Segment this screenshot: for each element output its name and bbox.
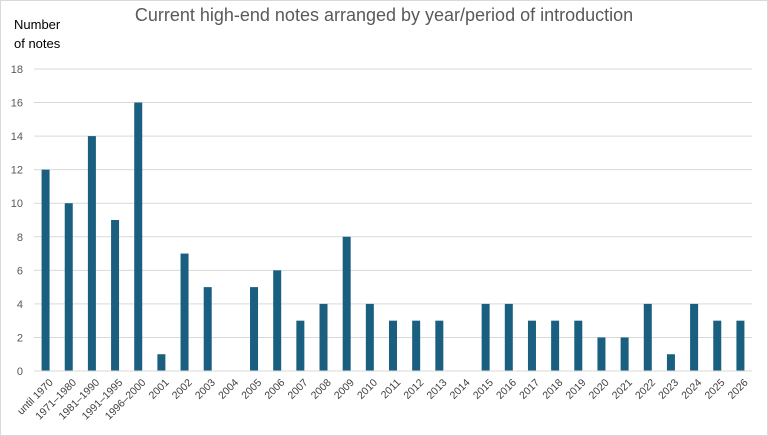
x-tick-label: 2005 bbox=[239, 377, 264, 402]
y-axis-title-line-2: of notes bbox=[14, 36, 61, 51]
bar bbox=[64, 203, 73, 371]
x-tick-label: 2021 bbox=[610, 377, 635, 402]
chart-title: Current high-end notes arranged by year/… bbox=[134, 5, 634, 25]
x-tick-label: 2007 bbox=[286, 377, 311, 402]
y-axis-ticks: 0 2 4 6 8 10 12 14 16 18 bbox=[11, 64, 23, 378]
bar bbox=[157, 354, 166, 371]
x-axis-ticks: until 19701971–19801981–19901991–1995199… bbox=[15, 377, 751, 423]
x-tick-label: 2019 bbox=[564, 377, 589, 402]
y-tick-label: 8 bbox=[17, 232, 23, 244]
bar bbox=[389, 320, 397, 371]
bar bbox=[666, 354, 675, 371]
bar bbox=[273, 270, 282, 371]
bar bbox=[365, 303, 374, 371]
x-tick-label: 2011 bbox=[379, 377, 404, 402]
bar bbox=[574, 320, 583, 371]
y-tick-label: 18 bbox=[11, 64, 23, 76]
x-tick-label: 2013 bbox=[425, 377, 450, 402]
x-tick-label: 2018 bbox=[540, 377, 565, 402]
bar bbox=[134, 102, 143, 372]
bars bbox=[41, 102, 745, 372]
y-tick-label: 4 bbox=[17, 299, 23, 311]
bar bbox=[41, 169, 50, 371]
bar bbox=[111, 220, 120, 371]
x-tick-label: 2001 bbox=[147, 377, 172, 402]
bar bbox=[250, 287, 259, 371]
y-tick-label: 14 bbox=[11, 131, 23, 143]
x-tick-label: 2024 bbox=[679, 377, 704, 402]
x-tick-label: 2010 bbox=[355, 377, 380, 402]
bar bbox=[412, 320, 421, 371]
x-tick-label: 2014 bbox=[448, 377, 473, 402]
x-tick-label: 2025 bbox=[702, 377, 727, 402]
x-tick-label: 2017 bbox=[517, 377, 542, 402]
bar bbox=[713, 320, 722, 371]
y-tick-label: 6 bbox=[17, 265, 23, 277]
y-tick-label: 16 bbox=[11, 98, 23, 110]
y-tick-label: 2 bbox=[17, 332, 23, 344]
bar bbox=[481, 303, 490, 371]
bar bbox=[203, 287, 212, 371]
y-tick-label: 12 bbox=[11, 165, 23, 177]
bar bbox=[551, 320, 560, 371]
bar bbox=[319, 303, 328, 371]
bar bbox=[435, 320, 444, 371]
bar bbox=[504, 303, 513, 371]
gridlines bbox=[34, 68, 752, 338]
x-tick-label: 2012 bbox=[401, 377, 426, 402]
bar bbox=[597, 337, 606, 371]
bar bbox=[527, 320, 536, 371]
x-tick-label: 2002 bbox=[170, 377, 195, 402]
y-tick-label: 0 bbox=[17, 366, 23, 378]
bar bbox=[342, 236, 351, 371]
bar bbox=[180, 253, 189, 371]
bar bbox=[87, 136, 96, 371]
x-tick-label: 2003 bbox=[193, 377, 218, 402]
x-tick-label: 2008 bbox=[309, 377, 334, 402]
x-tick-label: 2009 bbox=[332, 377, 357, 402]
bar bbox=[296, 320, 305, 371]
y-tick-label: 10 bbox=[11, 198, 23, 210]
x-tick-label: 2026 bbox=[726, 377, 751, 402]
x-tick-label: 2016 bbox=[494, 377, 519, 402]
x-tick-label: 2006 bbox=[262, 377, 287, 402]
bar bbox=[643, 303, 652, 371]
bar bbox=[620, 337, 629, 371]
x-tick-label: 2020 bbox=[587, 377, 612, 402]
bar bbox=[736, 320, 745, 371]
x-tick-label: 2004 bbox=[216, 377, 241, 402]
y-axis-title-line-1: Number bbox=[14, 17, 61, 32]
bar bbox=[690, 303, 699, 371]
x-tick-label: 2015 bbox=[471, 377, 496, 402]
y-axis-title: Number of notes bbox=[14, 15, 74, 53]
x-tick-label: 2023 bbox=[656, 377, 681, 402]
x-tick-label: 2022 bbox=[633, 377, 658, 402]
